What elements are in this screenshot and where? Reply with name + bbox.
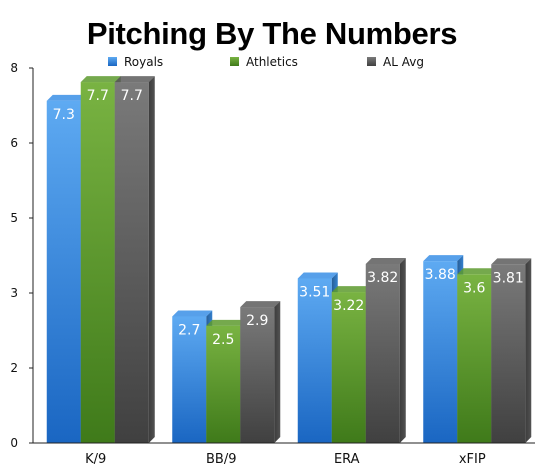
bar-top <box>46 94 87 101</box>
bar-side-shade <box>525 258 532 443</box>
bar-side-shade <box>399 257 406 443</box>
bar-data-label: 3.6 <box>463 280 485 296</box>
x-category-label: BB/9 <box>206 452 237 467</box>
bar-data-label: 7.3 <box>53 107 75 123</box>
bar-data-label: 3.82 <box>367 270 398 286</box>
legend-label: Royals <box>124 55 163 69</box>
bar-top <box>457 268 498 275</box>
bar <box>206 325 241 443</box>
bar-data-label: 2.5 <box>212 332 234 348</box>
bar-data-label: 7.7 <box>87 88 109 104</box>
bar-top <box>172 310 213 317</box>
bar-data-label: 7.7 <box>121 88 143 104</box>
bar-top <box>206 319 247 326</box>
bar-top <box>240 301 281 308</box>
bar-top <box>80 76 121 83</box>
legend-swatch <box>230 57 239 66</box>
axes: 0 2 3 5 6 8 K/9 BB/9 ERA xFIP <box>10 61 535 467</box>
x-category-label: K/9 <box>85 452 106 467</box>
legend-label: Athletics <box>246 55 298 69</box>
x-category-label: ERA <box>334 452 360 467</box>
y-tick-label: 0 <box>10 436 18 450</box>
legend-label: AL Avg <box>383 55 424 69</box>
bar <box>46 100 81 443</box>
bar-data-label: 3.22 <box>333 298 364 314</box>
y-tick-label: 5 <box>10 211 18 225</box>
y-tick-label: 3 <box>10 286 18 300</box>
bar-side-shade <box>148 76 155 443</box>
bar-top <box>297 272 338 279</box>
bar <box>114 82 149 443</box>
x-category-label: xFIP <box>459 452 486 467</box>
bar <box>297 278 332 443</box>
bar-data-label: 3.88 <box>425 267 456 283</box>
y-tick-label: 2 <box>10 361 18 375</box>
legend: Royals Athletics AL Avg <box>108 55 424 69</box>
bar-top <box>491 258 532 265</box>
bar <box>172 316 207 443</box>
bar <box>80 82 115 443</box>
bar-top <box>365 257 406 264</box>
bar-data-label: 2.9 <box>246 313 268 329</box>
bar-side-shade <box>274 301 281 443</box>
bar <box>491 264 526 443</box>
bar-top <box>331 286 372 293</box>
bar-data-label: 3.81 <box>493 270 524 286</box>
bar <box>331 292 366 443</box>
bar <box>457 274 492 443</box>
bar-data-label: 3.51 <box>299 284 330 300</box>
chart-title: Pitching By The Numbers <box>86 16 458 51</box>
legend-swatch <box>367 57 376 66</box>
bars: 7.3 7.7 7.7 2.7 2.5 2.9 3.513.223.82 3.88 3.6 3.8… <box>46 76 532 443</box>
legend-swatch <box>108 57 117 66</box>
bar-top <box>423 255 464 262</box>
y-tick-label: 8 <box>10 61 18 75</box>
bar <box>365 263 400 443</box>
bar <box>423 261 458 443</box>
bar-data-label: 2.7 <box>178 322 200 338</box>
bar-top <box>114 76 155 83</box>
y-tick-label: 6 <box>10 136 18 150</box>
bar <box>240 307 275 443</box>
